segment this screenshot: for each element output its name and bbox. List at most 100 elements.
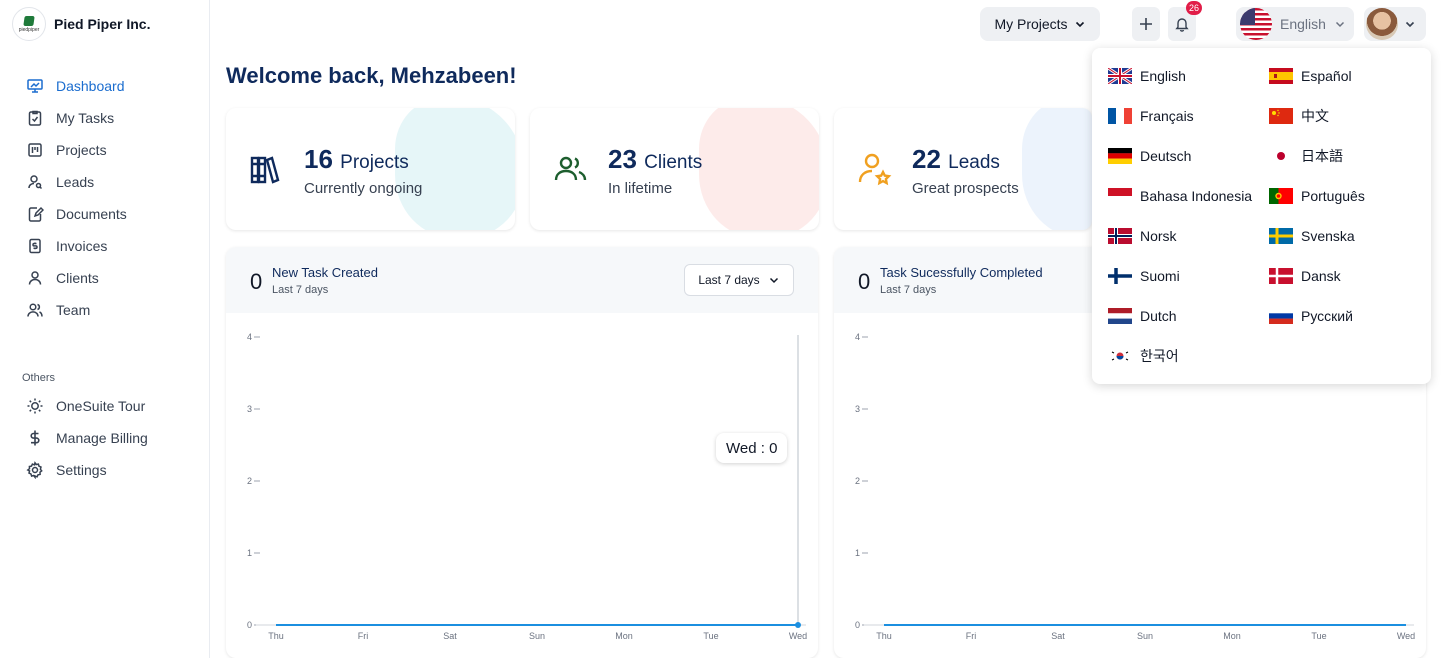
page-title: Welcome back, Mehzabeen! xyxy=(226,63,517,88)
chart-tooltip: Wed : 0 xyxy=(716,433,788,463)
language-option-label: 한국어 xyxy=(1140,348,1179,364)
x-tick-label: Wed xyxy=(789,631,807,641)
finland-flag-icon xyxy=(1108,268,1132,284)
language-option-russian[interactable]: Русский xyxy=(1269,304,1353,328)
sidebar-item-projects[interactable]: Projects xyxy=(26,134,127,166)
netherlands-flag-icon xyxy=(1108,308,1132,324)
language-option-label: Français xyxy=(1140,108,1194,124)
language-option-norsk[interactable]: Norsk xyxy=(1108,224,1177,248)
x-tick-label: Mon xyxy=(1223,631,1241,641)
dollar-icon xyxy=(26,429,44,447)
notifications-button[interactable] xyxy=(1168,7,1196,41)
language-option-bahasa-indonesia[interactable]: Bahasa Indonesia xyxy=(1108,184,1252,208)
y-tick-label: 2 xyxy=(247,476,252,486)
sidebar-item-invoices[interactable]: Invoices xyxy=(26,230,127,262)
y-tick-label: 4 xyxy=(855,332,860,342)
sidebar-item-clients[interactable]: Clients xyxy=(26,262,127,294)
stat-subtitle: In lifetime xyxy=(608,180,673,197)
notification-count-badge: 26 xyxy=(1186,1,1203,15)
add-button[interactable] xyxy=(1132,7,1160,41)
document-edit-icon xyxy=(26,205,44,223)
sweden-flag-icon xyxy=(1269,228,1293,244)
brand[interactable]: piedpiper Pied Piper Inc. xyxy=(12,7,150,41)
x-tick-label: Sat xyxy=(1051,631,1065,641)
chevron-down-icon xyxy=(769,277,778,284)
stat-unit: Projects xyxy=(340,152,409,173)
user-menu[interactable] xyxy=(1364,7,1426,41)
main-nav: Dashboard My Tasks Projects Leads Docume… xyxy=(26,70,127,326)
sidebar-item-label: Clients xyxy=(56,270,99,286)
bell-icon xyxy=(1175,18,1189,32)
kanban-icon xyxy=(26,141,44,159)
sidebar-item-label: Leads xyxy=(56,174,95,190)
language-option-dansk[interactable]: Dansk xyxy=(1269,264,1341,288)
spain-flag-icon xyxy=(1269,68,1293,84)
sidebar-item-label: Dashboard xyxy=(56,78,125,94)
my-projects-dropdown[interactable]: My Projects xyxy=(980,7,1100,41)
card-decoration xyxy=(699,108,819,230)
language-option-dutch[interactable]: Dutch xyxy=(1108,304,1177,328)
gear-icon xyxy=(26,461,44,479)
x-tick-label: Tue xyxy=(703,631,718,641)
others-nav: OneSuite Tour Manage Billing Settings xyxy=(26,390,148,486)
france-flag-icon xyxy=(1108,108,1132,124)
sidebar-item-leads[interactable]: Leads xyxy=(26,166,127,198)
sidebar-item-settings[interactable]: Settings xyxy=(26,454,148,486)
sidebar-item-onesuite-tour[interactable]: OneSuite Tour xyxy=(26,390,148,422)
language-option-deutsch[interactable]: Deutsch xyxy=(1108,144,1191,168)
stat-leads-value: 22 Leads xyxy=(912,144,1000,175)
y-tick-label: 3 xyxy=(855,404,860,414)
stat-unit: Leads xyxy=(948,152,1000,173)
user-icon xyxy=(26,269,44,287)
language-option-japanese[interactable]: 日本語 xyxy=(1269,144,1343,168)
stat-card-leads[interactable]: 22 Leads Great prospects xyxy=(834,108,1092,230)
sidebar-item-label: Projects xyxy=(56,142,107,158)
stat-projects-value: 16 Projects xyxy=(304,144,409,175)
brand-mark-icon xyxy=(23,15,35,26)
y-tick-label: 0 xyxy=(247,620,252,630)
language-option-espanol[interactable]: Español xyxy=(1269,64,1352,88)
sidebar-item-my-tasks[interactable]: My Tasks xyxy=(26,102,127,134)
sidebar-item-manage-billing[interactable]: Manage Billing xyxy=(26,422,148,454)
sidebar-item-label: Manage Billing xyxy=(56,430,148,446)
sidebar-item-dashboard[interactable]: Dashboard xyxy=(26,70,127,102)
stat-card-projects[interactable]: 16 Projects Currently ongoing xyxy=(226,108,515,230)
stat-card-clients[interactable]: 23 Clients In lifetime xyxy=(530,108,819,230)
new-task-line-chart[interactable]: 0 1 2 3 4 Thu Fri Sat Sun Mon Tue Wed xyxy=(226,313,818,658)
x-tick-label: Sun xyxy=(1137,631,1153,641)
sidebar-item-label: OneSuite Tour xyxy=(56,398,146,414)
language-selector[interactable]: English xyxy=(1236,7,1354,41)
language-option-chinese[interactable]: 中文 xyxy=(1269,104,1329,128)
panel-title: New Task Created xyxy=(272,265,378,280)
chart-area[interactable]: 0 1 2 3 4 Thu Fri Sat Sun Mon Tue Wed Wed : 0 xyxy=(226,313,818,658)
language-option-korean[interactable]: 한국어 xyxy=(1108,344,1179,368)
date-range-dropdown[interactable]: Last 7 days xyxy=(684,264,794,296)
denmark-flag-icon xyxy=(1269,268,1293,284)
users-icon xyxy=(554,156,587,181)
language-option-label: 中文 xyxy=(1301,108,1329,124)
books-icon xyxy=(250,156,280,184)
chart-area[interactable]: 0 1 2 3 4 Thu Fri Sat Sun Mon Tue Wed xyxy=(834,313,1426,658)
language-option-svenska[interactable]: Svenska xyxy=(1269,224,1355,248)
x-tick-label: Sat xyxy=(443,631,457,641)
user-search-icon xyxy=(26,173,44,191)
language-option-portugues[interactable]: Português xyxy=(1269,184,1365,208)
us-flag-icon xyxy=(1240,8,1272,40)
language-option-francais[interactable]: Français xyxy=(1108,104,1194,128)
task-completed-line-chart[interactable]: 0 1 2 3 4 Thu Fri Sat Sun Mon Tue Wed xyxy=(834,313,1426,658)
language-option-label: Deutsch xyxy=(1140,148,1192,164)
sidebar-item-label: Invoices xyxy=(56,238,108,254)
date-range-label: Last 7 days xyxy=(698,273,760,287)
language-option-suomi[interactable]: Suomi xyxy=(1108,264,1180,288)
language-option-english[interactable]: English xyxy=(1108,64,1186,88)
language-option-label: Español xyxy=(1301,68,1352,84)
sidebar-item-label: Settings xyxy=(56,462,107,478)
x-tick-label: Fri xyxy=(358,631,369,641)
stat-count: 22 xyxy=(912,144,941,174)
stat-subtitle: Great prospects xyxy=(912,180,1019,197)
user-star-icon xyxy=(858,153,892,186)
sidebar-item-documents[interactable]: Documents xyxy=(26,198,127,230)
y-tick-label: 0 xyxy=(855,620,860,630)
stat-unit: Clients xyxy=(644,152,703,173)
sidebar-item-team[interactable]: Team xyxy=(26,294,127,326)
